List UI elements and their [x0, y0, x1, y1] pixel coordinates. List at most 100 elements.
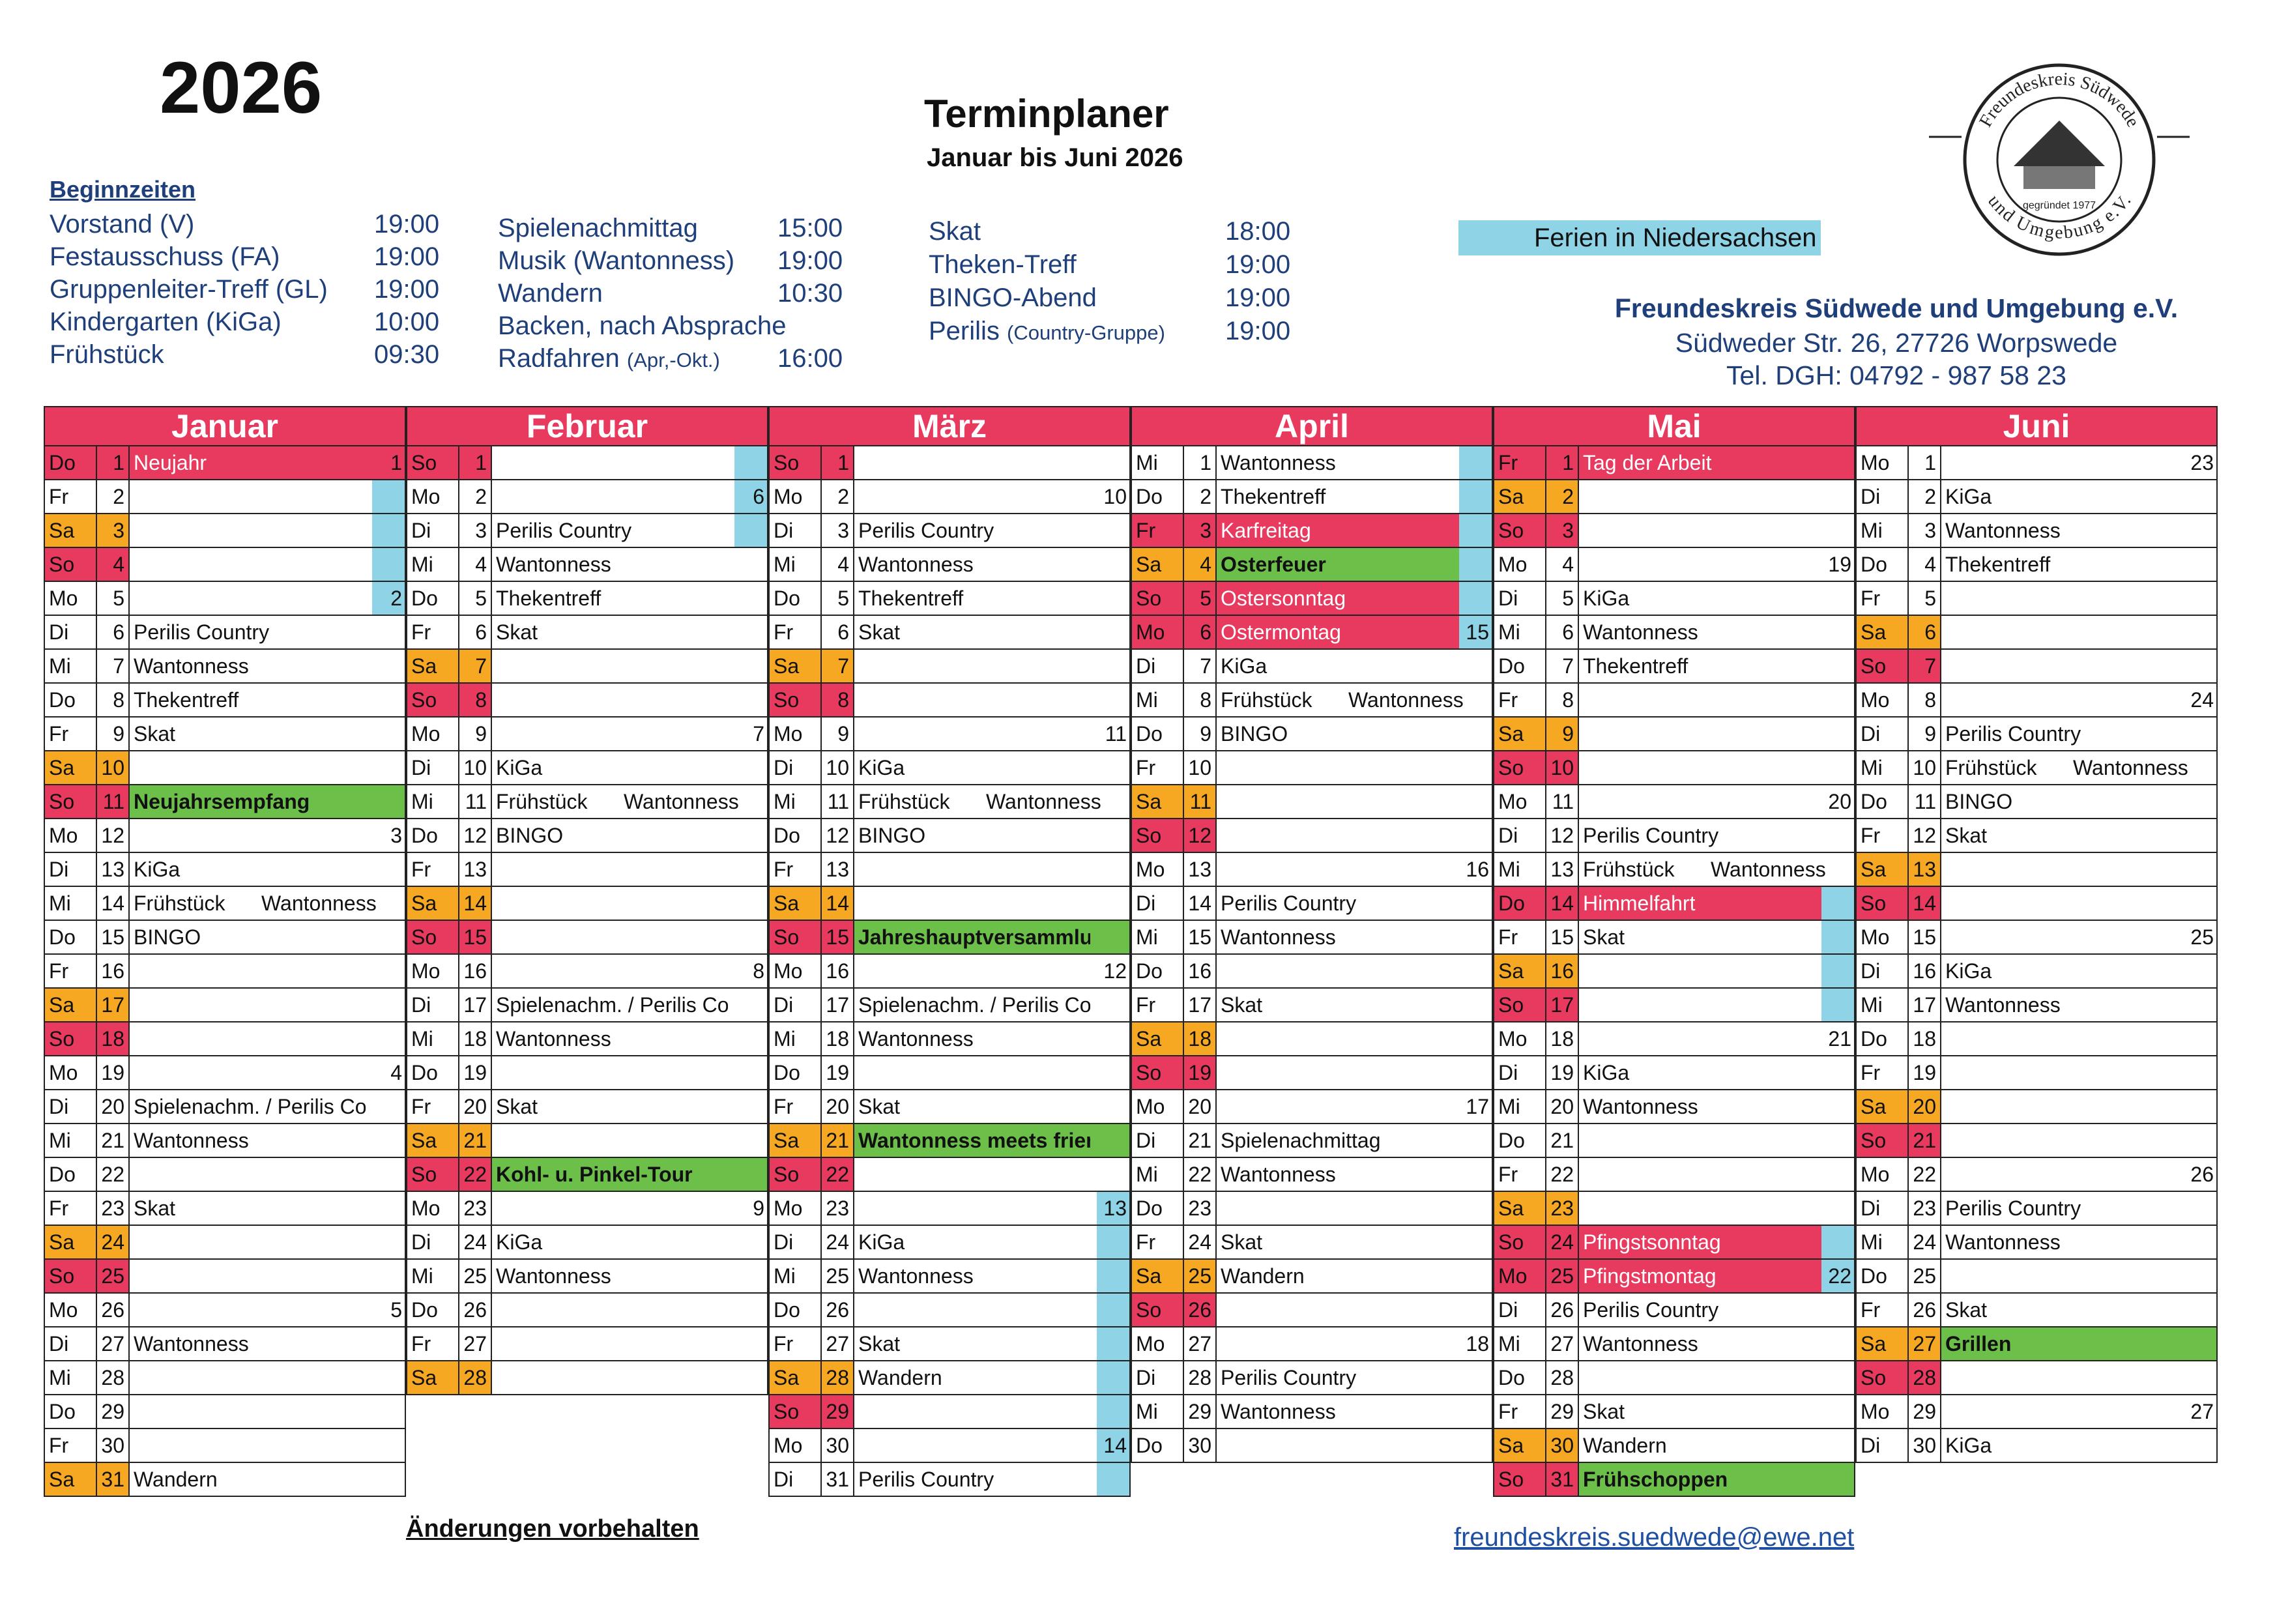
day-number: 31 [97, 1463, 130, 1496]
time-value: 19:00 [1225, 317, 1291, 345]
event: Neujahrsempfang [134, 790, 310, 813]
weekday: Do [1494, 1361, 1546, 1394]
week-number: 2 [390, 587, 402, 610]
weekday: Mi [1494, 1090, 1546, 1123]
event: KiGa [1221, 654, 1268, 678]
day-row: Do 26 [406, 1294, 768, 1327]
day-row: Fr 30 [44, 1429, 406, 1463]
event-cell: Perilis Country [130, 616, 405, 648]
weekday: Di [407, 1226, 459, 1258]
event-cell [854, 1395, 1129, 1428]
footer-note: Änderungen vorbehalten [406, 1515, 699, 1543]
day-number: 24 [459, 1226, 492, 1258]
weekday: Sa [45, 1226, 97, 1258]
day-number: 3 [1546, 514, 1579, 547]
day-number: 26 [459, 1294, 492, 1326]
event-cell [854, 1056, 1129, 1089]
weekday: Fr [1132, 514, 1184, 547]
weekday: Mo [1132, 616, 1184, 648]
day-number: 4 [1184, 548, 1217, 581]
day-row: Sa 28 Wandern [768, 1361, 1131, 1395]
event: Karfreitag [1221, 519, 1311, 542]
day-number: 3 [822, 514, 854, 547]
day-number: 8 [1184, 684, 1217, 716]
day-row: Do 15 BINGO [44, 921, 406, 955]
event-cell: Wantonness [1941, 514, 2216, 547]
day-number: 25 [1909, 1260, 1941, 1292]
day-row: Sa 18 [1131, 1022, 1493, 1056]
logo-founded: gegründet 1977 [2023, 200, 2096, 211]
event-cell: KiGa [1941, 480, 2216, 513]
week-number: 4 [390, 1061, 402, 1084]
weekday: Do [407, 819, 459, 852]
event-cell: Wantonness [130, 1327, 405, 1360]
day-row: Fr 2 [44, 480, 406, 514]
day-number: 29 [822, 1395, 854, 1428]
event: Wantonness [858, 1027, 974, 1051]
week-number: 16 [1466, 858, 1489, 881]
day-number: 15 [1909, 921, 1941, 953]
day-row: Mi 25 Wantonness [768, 1260, 1131, 1294]
event-cell: Wantonness [854, 1022, 1129, 1055]
logo: Freundeskreis Südwede gegründet 1977 und… [1929, 63, 2190, 256]
weekday: Mi [407, 1022, 459, 1055]
day-row: Mi 3 Wantonness [1855, 514, 2218, 548]
day-row: Di 3 Perilis Country [768, 514, 1131, 548]
weekday: Fr [407, 1090, 459, 1123]
event: Thekentreff [496, 587, 601, 610]
day-number: 27 [822, 1327, 854, 1360]
weekday: Di [1132, 1124, 1184, 1157]
event: Neujahr [134, 451, 207, 474]
weekday: Mo [407, 718, 459, 750]
event-cell [492, 921, 767, 953]
weekday: Fr [1494, 1158, 1546, 1191]
event-cell: Wantonness [1217, 446, 1492, 479]
day-number: 1 [97, 446, 130, 479]
day-row: Mi 18 Wantonness [768, 1022, 1131, 1056]
weekday: Mo [1857, 1158, 1909, 1191]
event-cell: Frühstück Wantonness [492, 785, 767, 818]
day-number: 7 [822, 650, 854, 682]
weekday: Di [45, 616, 97, 648]
weekday: So [1132, 1294, 1184, 1326]
weekday: Do [1132, 1192, 1184, 1225]
day-number: 5 [97, 582, 130, 615]
event: Frühstück [134, 892, 225, 915]
weekday: Mi [1494, 1327, 1546, 1360]
event: Osterfeuer [1221, 553, 1326, 576]
event-cell: Pfingstmontag 22 [1579, 1260, 1854, 1292]
day-number: 17 [822, 989, 854, 1021]
time-value: 10:00 [374, 308, 440, 336]
day-number: 11 [1546, 785, 1579, 818]
event-cell [1579, 1361, 1854, 1394]
day-number: 14 [1546, 887, 1579, 920]
day-number: 18 [459, 1022, 492, 1055]
event-cell: 3 [130, 819, 405, 852]
day-number: 13 [1184, 853, 1217, 886]
day-row: Fr 22 [1493, 1158, 1855, 1192]
event: Perilis Country [496, 519, 632, 542]
event: BINGO [1945, 790, 2013, 813]
event: Wantonness [134, 1129, 249, 1152]
event: Skat [858, 1095, 901, 1118]
event: Spielenachm. / Perilis Country [858, 993, 1090, 1017]
day-row: Mi 11 Frühstück Wantonness [406, 785, 768, 819]
ferien-strip [1821, 1260, 1854, 1292]
day-row: So 1 [406, 446, 768, 480]
weekday: Di [770, 751, 822, 784]
weekday: So [1857, 650, 1909, 682]
day-row: Do 7 Thekentreff [1493, 650, 1855, 684]
weekday: Mi [45, 887, 97, 920]
weekday: Sa [45, 514, 97, 547]
weekday: Sa [1132, 1260, 1184, 1292]
event: BINGO [496, 824, 564, 847]
email[interactable]: freundeskreis.suedwede@ewe.net [1454, 1523, 1855, 1552]
day-row: Mi 7 Wantonness [44, 650, 406, 684]
time-label: Frühstück [50, 340, 164, 369]
day-number: 1 [1909, 446, 1941, 479]
ferien-strip [1821, 955, 1854, 987]
day-number: 16 [97, 955, 130, 987]
event-cell: Neujahrsempfang [130, 785, 405, 818]
day-row: Mo 30 14 [768, 1429, 1131, 1463]
day-number: 16 [1184, 955, 1217, 987]
